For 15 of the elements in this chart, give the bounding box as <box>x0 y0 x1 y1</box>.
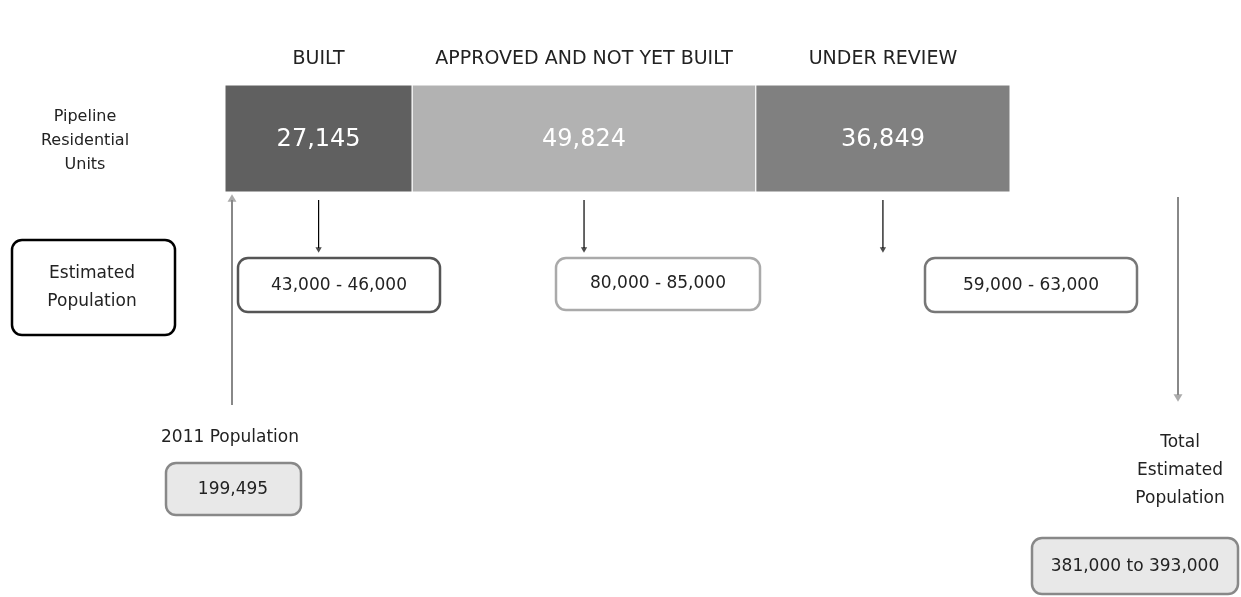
data-label: 27,145 <box>276 123 361 152</box>
text: 43,000 - 46,000 <box>271 274 407 294</box>
series-label: APPROVED AND NOT YET BUILT <box>435 46 734 68</box>
text: Estimated Population <box>47 262 137 310</box>
text: 199,495 <box>197 478 269 498</box>
series-label: UNDER REVIEW <box>808 46 958 68</box>
y-tick-label: Pipeline Residential Units <box>40 106 130 173</box>
text: 80,000 - 85,000 <box>590 272 726 292</box>
text: 2011 Population <box>161 426 299 446</box>
data-label: 36,849 <box>840 123 925 152</box>
series-label: BUILT <box>292 46 346 68</box>
text: 381,000 to 393,000 <box>1050 555 1220 575</box>
text: Total Estimated Population <box>1135 431 1225 507</box>
data-label: 49,824 <box>542 123 627 152</box>
text: 59,000 - 63,000 <box>963 274 1099 294</box>
